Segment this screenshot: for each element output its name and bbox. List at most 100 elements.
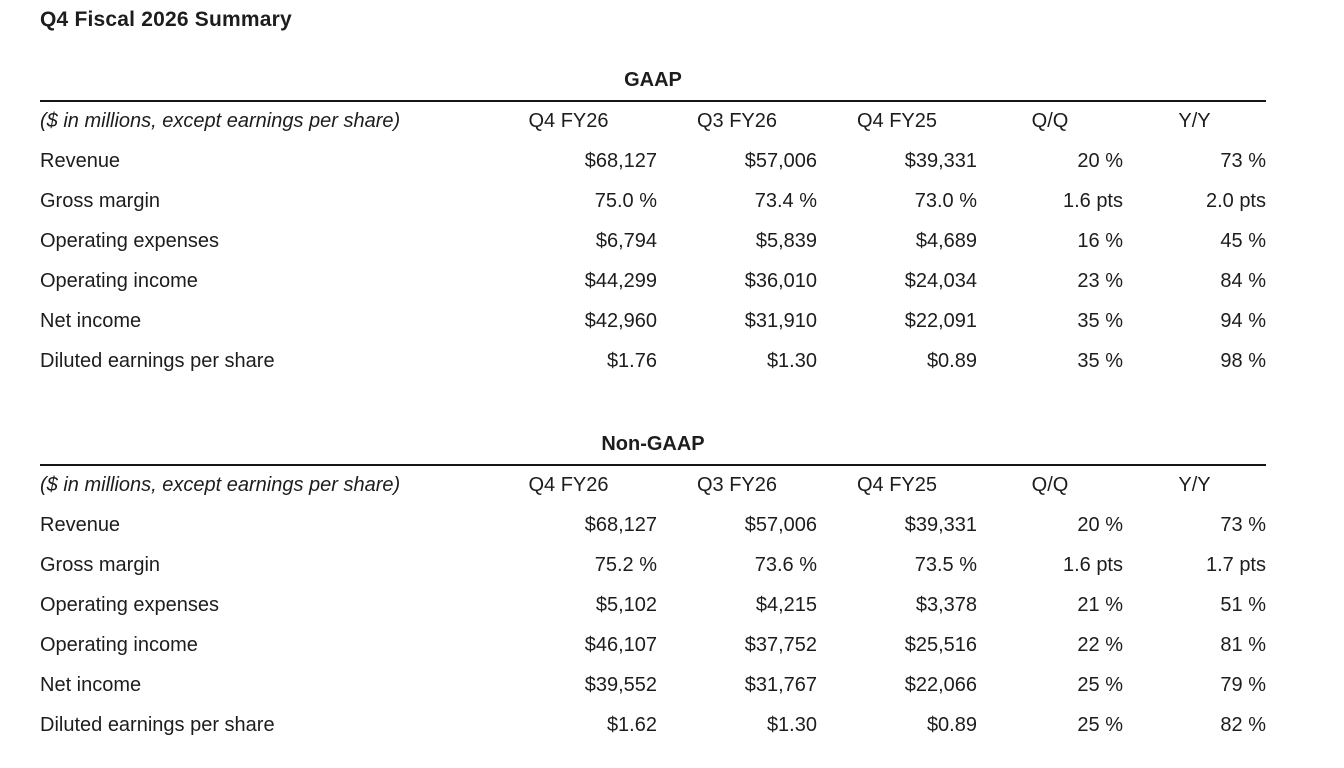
- cell-value: $39,552: [584, 673, 657, 696]
- table-row: Diluted earnings per share $1.62 $1.30 $…: [40, 705, 1266, 745]
- cell-value: $39,331: [904, 149, 977, 172]
- cell-value: $57,006: [744, 513, 817, 536]
- row-label: Gross margin: [40, 553, 161, 576]
- column-header-q3fy26: Q3 FY26: [696, 474, 778, 496]
- cell-value: $57,006: [744, 149, 817, 172]
- table-header-row: ($ in millions, except earnings per shar…: [40, 465, 1266, 505]
- cell-value: 25 %: [1077, 673, 1123, 696]
- cell-value: 21 %: [1077, 593, 1123, 616]
- cell-value: 82 %: [1220, 713, 1266, 736]
- cell-value: $5,102: [595, 593, 657, 616]
- page-title: Q4 Fiscal 2026 Summary: [40, 8, 292, 31]
- cell-value: $25,516: [904, 633, 977, 656]
- table-row: Operating expenses $6,794 $5,839 $4,689 …: [40, 221, 1266, 261]
- cell-value: 45 %: [1220, 229, 1266, 252]
- table-row: Gross margin 75.0 % 73.4 % 73.0 % 1.6 pt…: [40, 181, 1266, 221]
- cell-value: $39,331: [904, 513, 977, 536]
- column-header-q4fy25: Q4 FY25: [856, 110, 938, 132]
- non-gaap-section: Non-GAAP ($ in millions, except earnings…: [40, 432, 1266, 745]
- cell-value: 35 %: [1077, 309, 1123, 332]
- cell-value: $6,794: [595, 229, 657, 252]
- cell-value: $24,034: [904, 269, 977, 292]
- cell-value: 73.0 %: [914, 189, 977, 212]
- non-gaap-table: ($ in millions, except earnings per shar…: [40, 464, 1266, 745]
- column-header-yy: Y/Y: [1178, 474, 1211, 496]
- cell-value: 51 %: [1220, 593, 1266, 616]
- unit-note: ($ in millions, except earnings per shar…: [40, 474, 401, 496]
- non-gaap-section-title: Non-GAAP: [601, 433, 705, 455]
- row-label: Diluted earnings per share: [40, 713, 275, 736]
- table-header-row: ($ in millions, except earnings per shar…: [40, 101, 1266, 141]
- cell-value: 20 %: [1077, 513, 1123, 536]
- cell-value: $22,066: [904, 673, 977, 696]
- cell-value: 73.6 %: [754, 553, 817, 576]
- cell-value: 75.0 %: [594, 189, 657, 212]
- table-row: Net income $42,960 $31,910 $22,091 35 % …: [40, 301, 1266, 341]
- table-row: Revenue $68,127 $57,006 $39,331 20 % 73 …: [40, 505, 1266, 545]
- table-row: Revenue $68,127 $57,006 $39,331 20 % 73 …: [40, 141, 1266, 181]
- cell-value: $1.30: [766, 713, 817, 736]
- table-row: Operating income $44,299 $36,010 $24,034…: [40, 261, 1266, 301]
- column-header-q4fy26: Q4 FY26: [528, 474, 609, 496]
- cell-value: $37,752: [744, 633, 817, 656]
- row-label: Operating income: [40, 269, 198, 292]
- column-header-q4fy25: Q4 FY25: [856, 474, 938, 496]
- row-label: Diluted earnings per share: [40, 349, 275, 372]
- cell-value: 79 %: [1220, 673, 1266, 696]
- row-label: Net income: [40, 309, 142, 332]
- cell-value: 1.6 pts: [1062, 553, 1123, 576]
- row-label: Net income: [40, 673, 142, 696]
- cell-value: 20 %: [1077, 149, 1123, 172]
- row-label: Revenue: [40, 149, 121, 172]
- unit-note: ($ in millions, except earnings per shar…: [40, 110, 401, 132]
- cell-value: $5,839: [755, 229, 817, 252]
- cell-value: $68,127: [584, 149, 657, 172]
- gaap-section-title: GAAP: [624, 69, 682, 91]
- table-row: Operating expenses $5,102 $4,215 $3,378 …: [40, 585, 1266, 625]
- cell-value: 25 %: [1077, 713, 1123, 736]
- table-row: Gross margin 75.2 % 73.6 % 73.5 % 1.6 pt…: [40, 545, 1266, 585]
- cell-value: $31,767: [744, 673, 817, 696]
- cell-value: 22 %: [1077, 633, 1123, 656]
- cell-value: $36,010: [744, 269, 817, 292]
- cell-value: 73.5 %: [914, 553, 977, 576]
- row-label: Gross margin: [40, 189, 161, 212]
- cell-value: $0.89: [926, 713, 977, 736]
- row-label: Operating expenses: [40, 593, 220, 616]
- cell-value: $4,689: [915, 229, 977, 252]
- cell-value: 2.0 pts: [1205, 189, 1266, 212]
- cell-value: $1.62: [606, 713, 657, 736]
- gaap-table: ($ in millions, except earnings per shar…: [40, 100, 1266, 381]
- cell-value: 16 %: [1077, 229, 1123, 252]
- cell-value: 98 %: [1220, 349, 1266, 372]
- cell-value: $3,378: [915, 593, 977, 616]
- table-row: Operating income $46,107 $37,752 $25,516…: [40, 625, 1266, 665]
- column-header-q3fy26: Q3 FY26: [696, 110, 778, 132]
- cell-value: 81 %: [1220, 633, 1266, 656]
- cell-value: $31,910: [744, 309, 817, 332]
- column-header-qq: Q/Q: [1031, 474, 1069, 496]
- cell-value: $68,127: [584, 513, 657, 536]
- table-row: Diluted earnings per share $1.76 $1.30 $…: [40, 341, 1266, 381]
- cell-value: 1.7 pts: [1205, 553, 1266, 576]
- cell-value: 94 %: [1220, 309, 1266, 332]
- cell-value: $0.89: [926, 349, 977, 372]
- cell-value: $4,215: [755, 593, 817, 616]
- row-label: Operating income: [40, 633, 198, 656]
- column-header-yy: Y/Y: [1178, 110, 1211, 132]
- column-header-q4fy26: Q4 FY26: [528, 110, 609, 132]
- cell-value: 1.6 pts: [1062, 189, 1123, 212]
- cell-value: 73 %: [1220, 149, 1266, 172]
- column-header-qq: Q/Q: [1031, 110, 1069, 132]
- row-label: Operating expenses: [40, 229, 220, 252]
- table-row: Net income $39,552 $31,767 $22,066 25 % …: [40, 665, 1266, 705]
- cell-value: 73 %: [1220, 513, 1266, 536]
- cell-value: $22,091: [904, 309, 977, 332]
- cell-value: 84 %: [1220, 269, 1266, 292]
- gaap-section: GAAP ($ in millions, except earnings per…: [40, 68, 1266, 381]
- cell-value: $42,960: [584, 309, 657, 332]
- cell-value: $1.76: [606, 349, 657, 372]
- financial-summary-page: Q4 Fiscal 2026 Summary GAAP ($ in millio…: [40, 8, 1266, 745]
- cell-value: 73.4 %: [754, 189, 817, 212]
- cell-value: 35 %: [1077, 349, 1123, 372]
